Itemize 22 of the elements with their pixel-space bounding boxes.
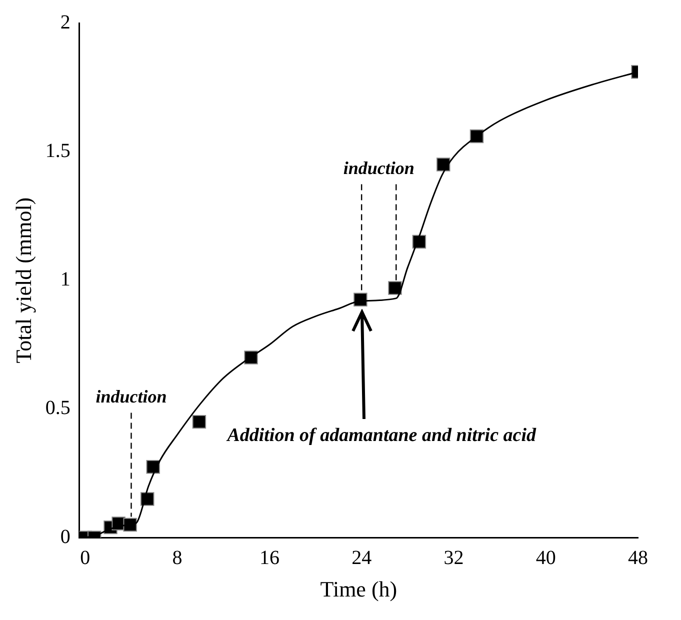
x-tick-label: 32 — [444, 546, 464, 569]
y-tick-label: 0 — [60, 526, 70, 548]
y-tick-label: 1 — [60, 268, 70, 291]
x-tick-label: 40 — [536, 546, 556, 569]
annotation: Addition of adamantane and nitric acid — [226, 424, 536, 446]
annotation: induction — [343, 158, 414, 178]
y-tick-label: 1.5 — [45, 140, 70, 162]
x-tick-label: 8 — [172, 546, 182, 569]
x-tick-label: 16 — [259, 546, 280, 569]
point — [436, 158, 450, 172]
x-axis-title: Time (h) — [320, 576, 398, 602]
point — [388, 281, 402, 295]
point — [244, 350, 258, 364]
x-tick-label: 24 — [352, 546, 372, 569]
x-tick-label: 0 — [80, 546, 90, 569]
point — [354, 292, 368, 306]
y-axis-title: Total yield (mmol) — [10, 197, 36, 364]
point — [192, 414, 206, 429]
y-tick-label: 2 — [60, 11, 70, 34]
x-tick-label: 48 — [628, 546, 648, 569]
annotation: induction — [96, 386, 167, 406]
y-tick-label: 0.5 — [45, 397, 70, 420]
